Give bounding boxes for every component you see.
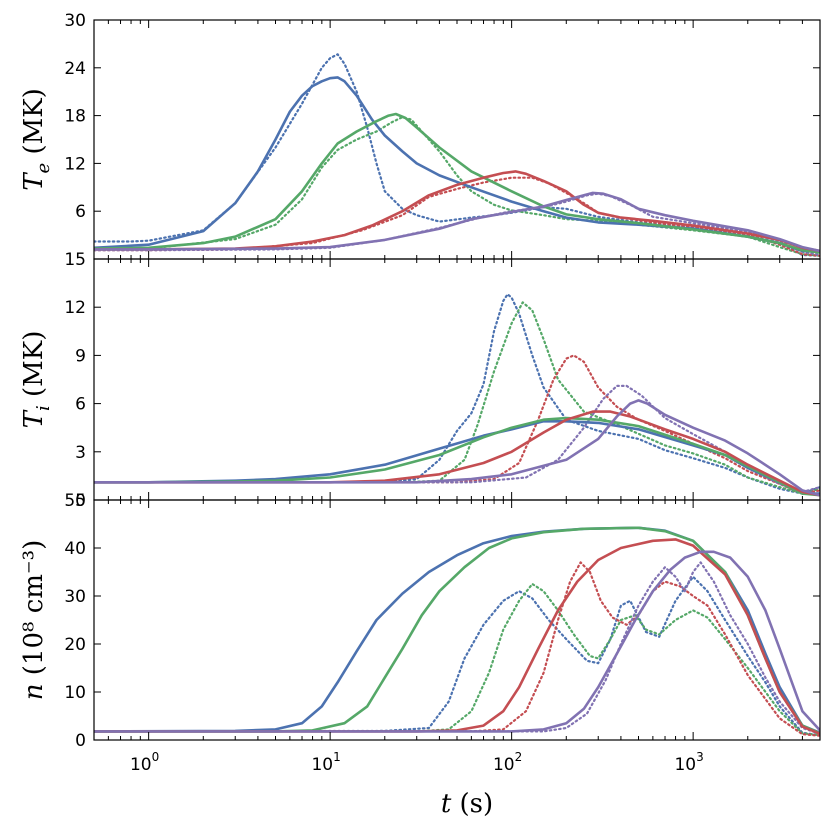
series-n-green-solid [94,526,820,735]
y-axis-label-n: n (10⁸ cm⁻³) [19,540,49,700]
series-Te-blue-solid [94,76,820,254]
y-axis-label-te: Te (MK) [19,88,54,191]
ytick-label: 5 [75,491,86,511]
xtick-label: 102 [493,750,522,775]
ytick-label: 12 [64,154,86,174]
ytick-label: 18 [64,107,86,127]
series-layer-ti [94,293,820,497]
ytick-label: 6 [75,395,86,415]
y-label-variable: T [19,409,49,428]
series-n-blue-solid [94,526,820,735]
y-label-variable: T [19,172,49,191]
x-tick-labels: 100 101 102 103 [130,750,704,775]
series-Te-blue-dotted [94,53,820,257]
ytick-label: 20 [64,635,86,655]
series-Te-purple-solid [94,191,820,253]
series-Ti-blue-dotted [94,293,820,495]
tick-layer-ti: 5 3 6 9 12 [64,259,821,511]
ytick-label: 15 [64,250,86,270]
series-Ti-green-dotted [94,301,820,495]
y-label-unit: (MK) [19,88,49,163]
series-n-purple-solid [94,550,820,733]
series-Ti-blue-solid [94,420,820,495]
panel-electron-temperature: 15 6 12 18 24 30 Te (MK) [19,11,821,270]
series-Te-green-dotted [94,116,820,257]
ytick-label: 24 [64,59,86,79]
series-n-green-dotted [94,582,820,737]
series-Ti-purple-dotted [94,384,820,494]
ytick-label: 50 [64,491,86,511]
series-Te-red-solid [94,170,820,253]
series-n-red-solid [94,538,820,736]
series-layer-n [94,526,820,737]
ytick-label: 12 [64,298,86,318]
axes-frame-n [93,499,821,741]
series-Te-green-solid [94,112,820,254]
tick-layer-te: 15 6 12 18 24 30 [64,11,821,270]
series-Ti-red-dotted [94,354,820,495]
panel-density: 0 10 20 30 40 50 n (10⁸ cm⁻³) [19,491,821,751]
xtick-label: 101 [311,750,340,775]
series-Ti-red-solid [94,410,820,497]
ytick-label: 40 [64,539,86,559]
ytick-label: 3 [75,443,86,463]
series-n-red-dotted [94,561,820,737]
series-layer-te [94,53,820,257]
series-Ti-purple-solid [94,399,820,497]
series-Ti-green-solid [94,416,820,497]
ytick-label: 9 [75,346,86,366]
panel-ion-temperature: 5 3 6 9 12 Ti (MK) [19,258,821,511]
series-n-purple-dotted [94,561,820,735]
ytick-label: 30 [64,587,86,607]
y-label-subscript: e [33,163,54,174]
y-label-unit: (10⁸ cm⁻³) [19,540,49,684]
tick-layer-n: 0 10 20 30 40 50 [64,491,821,751]
x-label-variable: t [441,789,452,819]
ytick-label: 10 [64,683,86,703]
ytick-label: 30 [64,11,86,31]
y-label-variable: n [19,683,49,700]
y-axis-label-ti: Ti (MK) [19,331,54,429]
ytick-label: 6 [75,202,86,222]
x-label-unit: (s) [451,789,493,819]
ytick-label: 0 [75,731,86,751]
series-n-blue-dotted [94,575,820,737]
xtick-label: 100 [130,750,159,775]
y-label-subscript: i [33,405,54,411]
xtick-label: 103 [674,750,703,775]
y-label-unit: (MK) [19,331,49,406]
x-axis-label: t (s) [441,789,493,819]
